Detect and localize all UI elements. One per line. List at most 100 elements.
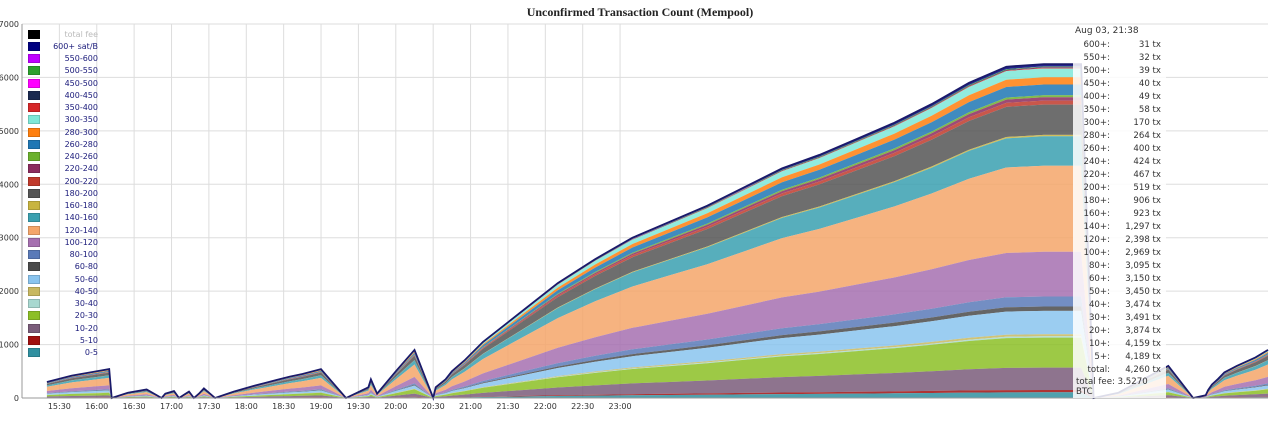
legend-swatch: [28, 323, 40, 333]
legend-label: 200-220: [64, 176, 98, 186]
legend-swatch: [28, 286, 40, 296]
tooltip-row-value: 519 tx: [1133, 182, 1161, 193]
x-tick-label: 18:30: [272, 402, 295, 411]
legend-swatch: [28, 299, 40, 309]
legend-item[interactable]: 100-120: [28, 236, 98, 248]
x-tick-label: 19:30: [347, 402, 370, 411]
legend-label: 180-200: [64, 188, 98, 198]
tooltip-row: 260+: 400 tx: [1073, 142, 1166, 155]
legend-label: 450-500: [64, 78, 98, 88]
legend-swatch: [28, 201, 40, 211]
tooltip-row-key: 60+:: [1088, 273, 1110, 284]
x-tick-label: 17:00: [160, 402, 183, 411]
legend-label: 500-550: [64, 66, 98, 76]
legend-item[interactable]: 260-280: [28, 138, 98, 150]
legend-item[interactable]: 240-260: [28, 151, 98, 163]
tooltip-row-value: 4,189 tx: [1125, 351, 1161, 362]
legend-item[interactable]: 600+ sat/B: [28, 40, 98, 52]
tooltip-row-value: 3,474 tx: [1125, 299, 1161, 310]
tooltip-row-key: 500+:: [1083, 65, 1111, 76]
area-band: [46, 310, 1268, 398]
area-band: [46, 296, 1268, 398]
y-tick-label: 3000: [0, 234, 19, 243]
tooltip-row-key: 350+:: [1083, 104, 1111, 115]
tooltip-row: 550+: 32 tx: [1073, 51, 1166, 64]
tooltip-row: 600+: 31 tx: [1073, 38, 1166, 51]
legend-label: 140-160: [64, 213, 98, 223]
legend-swatch: [28, 54, 40, 64]
legend-swatch: [28, 311, 40, 321]
legend-swatch: [28, 225, 40, 235]
legend-item[interactable]: 180-200: [28, 187, 98, 199]
legend-item[interactable]: 220-240: [28, 163, 98, 175]
tooltip-row-key: 10+:: [1088, 338, 1110, 349]
legend-item[interactable]: 450-500: [28, 77, 98, 89]
x-tick-label: 15:30: [48, 402, 71, 411]
legend-item[interactable]: 40-50: [28, 285, 98, 297]
legend-swatch: [28, 335, 40, 345]
tooltip-row: 220+: 467 tx: [1073, 168, 1166, 181]
legend-label: 600+ sat/B: [53, 41, 98, 51]
legend-item[interactable]: 280-300: [28, 126, 98, 138]
legend-item[interactable]: 120-140: [28, 224, 98, 236]
tooltip-row-key: 280+:: [1083, 130, 1111, 141]
legend-swatch: [28, 262, 40, 272]
legend-label: 220-240: [64, 164, 98, 174]
area-band: [46, 251, 1268, 398]
legend-label: 40-50: [74, 286, 98, 296]
tooltip-row-key: 20+:: [1088, 325, 1110, 336]
legend-item[interactable]: 300-350: [28, 114, 98, 126]
tooltip-row-value: 32 tx: [1138, 52, 1161, 63]
legend-item[interactable]: 80-100: [28, 249, 98, 261]
legend-label: 50-60: [74, 274, 98, 284]
legend-swatch: [28, 164, 40, 174]
tooltip-row-value: 4,260 tx: [1125, 364, 1161, 375]
legend-item[interactable]: 350-400: [28, 102, 98, 114]
legend-item[interactable]: 10-20: [28, 322, 98, 334]
legend-item[interactable]: 0-5: [28, 347, 98, 359]
legend-item[interactable]: 550-600: [28, 53, 98, 65]
legend-label: 80-100: [69, 250, 98, 260]
legend-item[interactable]: 50-60: [28, 273, 98, 285]
legend-swatch: [28, 29, 40, 39]
legend-item[interactable]: 200-220: [28, 175, 98, 187]
legend-item[interactable]: 500-550: [28, 65, 98, 77]
legend-label: total fee: [64, 29, 99, 39]
legend-swatch: [28, 250, 40, 260]
legend-item[interactable]: 160-180: [28, 200, 98, 212]
tooltip-row-key: 240+:: [1083, 156, 1111, 167]
x-tick-label: 21:30: [496, 402, 519, 411]
tooltip-row: 180+: 906 tx: [1073, 194, 1166, 207]
legend-label: 20-30: [74, 311, 98, 321]
legend-item[interactable]: 20-30: [28, 310, 98, 322]
tooltip-row: 120+: 2,398 tx: [1073, 233, 1166, 246]
tooltip-row-value: 264 tx: [1133, 130, 1161, 141]
tooltip-row-key: 160+:: [1083, 208, 1111, 219]
tooltip-row-value: 3,874 tx: [1125, 325, 1161, 336]
legend-swatch: [28, 152, 40, 162]
tooltip-row: 10+: 4,159 tx: [1073, 337, 1166, 350]
legend-item[interactable]: 60-80: [28, 261, 98, 273]
tooltip-row-value: 400 tx: [1133, 143, 1161, 154]
legend-label: 5-10: [79, 335, 98, 345]
tooltip-row: 350+: 58 tx: [1073, 103, 1166, 116]
hover-tooltip: Aug 03, 21:38 600+: 31 tx 550+: 32 tx 500+: 3…: [1073, 25, 1166, 398]
legend-label: 60-80: [74, 262, 98, 272]
x-tick-label: 23:00: [609, 402, 632, 411]
legend-item[interactable]: 5-10: [28, 334, 98, 346]
tooltip-row-value: 2,398 tx: [1125, 234, 1161, 245]
legend-item[interactable]: 140-160: [28, 212, 98, 224]
tooltip-row-value: 31 tx: [1138, 39, 1161, 50]
legend-item[interactable]: 400-450: [28, 89, 98, 101]
area-band: [46, 306, 1268, 398]
legend-item[interactable]: 30-40: [28, 298, 98, 310]
tooltip-row-key: 30+:: [1088, 312, 1110, 323]
legend-swatch: [28, 66, 40, 76]
tooltip-header: Aug 03, 21:38: [1075, 26, 1139, 36]
legend-item[interactable]: total fee: [28, 28, 98, 40]
tooltip-row-key: 80+:: [1088, 260, 1110, 271]
tooltip-row: 300+: 170 tx: [1073, 116, 1166, 129]
legend-swatch: [28, 139, 40, 149]
legend-swatch: [28, 127, 40, 137]
